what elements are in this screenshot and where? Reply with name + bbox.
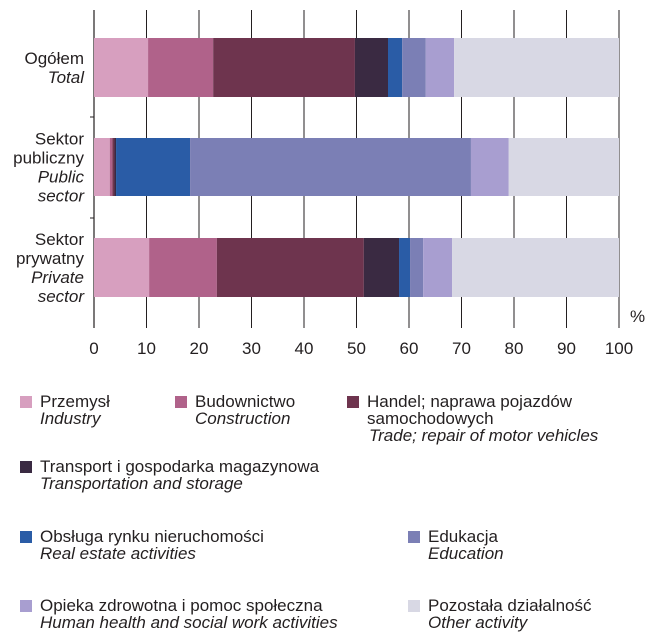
label: Obsługa rynku nieruchomości	[40, 527, 264, 546]
legend-swatch	[347, 396, 359, 408]
legend-label-en: Education	[428, 544, 504, 563]
bar-segment	[94, 238, 150, 297]
label: Przemysł	[40, 392, 110, 411]
bar-segment	[109, 138, 113, 196]
bar-segment	[114, 138, 117, 196]
legend-swatch	[20, 396, 32, 408]
legend-label-en: Human health and social work activities	[40, 613, 338, 632]
unit-label: %	[630, 307, 645, 326]
bar-segment	[508, 138, 619, 196]
bar-segment	[388, 38, 403, 97]
bar-segment	[213, 38, 355, 97]
label: Ogółem	[24, 49, 84, 68]
bar-segment	[116, 138, 191, 196]
bar-segment	[423, 238, 453, 297]
label: Public sector	[38, 168, 86, 206]
bar-segment	[399, 238, 411, 297]
x-tick-label: 20	[190, 339, 209, 358]
legend-swatch	[175, 396, 187, 408]
label: Budownictwo	[195, 392, 295, 411]
x-tick-label: 30	[242, 339, 261, 358]
x-tick-label: 40	[295, 339, 314, 358]
legend-swatch	[20, 600, 32, 612]
bar-segment	[94, 138, 110, 196]
x-tick-label: 100	[605, 339, 633, 358]
label: Total	[48, 68, 85, 87]
x-tick-label: 80	[505, 339, 524, 358]
x-tick-label: 10	[137, 339, 156, 358]
legend-label-en: Other activity	[428, 613, 529, 632]
bar-segment	[112, 138, 115, 196]
legend-label-en: Trade; repair of motor vehicles	[369, 426, 599, 445]
bar-segment	[94, 38, 149, 97]
legend-swatch	[408, 531, 420, 543]
label: Handel; naprawa pojazdów samochodowych	[367, 392, 573, 428]
x-tick-label: 60	[400, 339, 419, 358]
legend-swatch	[20, 461, 32, 473]
label: Transport i gospodarka magazynowa	[40, 457, 320, 476]
bar-segment	[410, 238, 424, 297]
legend-swatch	[408, 600, 420, 612]
label: Sektor publiczny	[13, 130, 84, 168]
bar-segment	[216, 238, 364, 297]
bar-segment	[190, 138, 471, 196]
legend-label-en: Real estate activities	[40, 544, 196, 563]
bar-segment	[454, 38, 619, 97]
bar-segment	[470, 138, 509, 196]
x-tick-label: 70	[452, 339, 471, 358]
label: Private sector	[31, 268, 85, 306]
label: Opieka zdrowotna i pomoc społeczna	[40, 596, 323, 615]
bar-segment	[149, 238, 217, 297]
legend-label-en: Transportation and storage	[40, 474, 243, 493]
bar-segment	[148, 38, 214, 97]
x-tick-label: 0	[89, 339, 98, 358]
legend-label-en: Industry	[40, 409, 102, 428]
x-tick-label: 50	[347, 339, 366, 358]
bar-segment	[425, 38, 455, 97]
label: Edukacja	[428, 527, 498, 546]
legend-label-en: Construction	[195, 409, 290, 428]
bar-segment	[452, 238, 619, 297]
bar-segment	[354, 38, 388, 97]
bar-segment	[402, 38, 426, 97]
label: Pozostała działalność	[428, 596, 592, 615]
bar-segment	[363, 238, 400, 297]
x-tick-label: 90	[557, 339, 576, 358]
legend-swatch	[20, 531, 32, 543]
label: Sektor prywatny	[16, 230, 85, 268]
